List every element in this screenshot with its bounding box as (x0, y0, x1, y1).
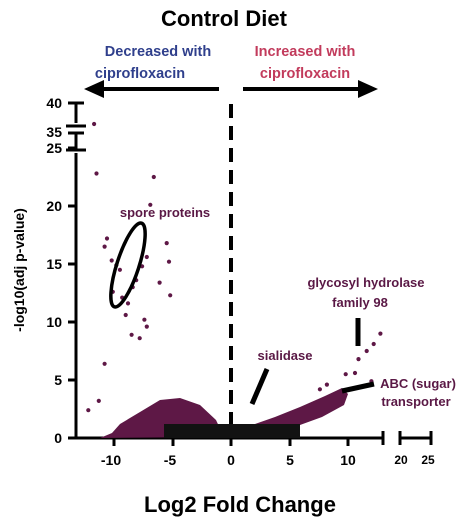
data-point-25 (102, 361, 107, 366)
increased-arrow (243, 80, 378, 98)
sialidase-pointer (249, 368, 270, 405)
annotation-abc-transporter-line1: ABC (sugar) (380, 376, 456, 391)
x-tick-neg5: -5 (164, 452, 177, 468)
annotation-glycosyl-hydrolase-line2: family 98 (332, 295, 388, 310)
annotation-glycosyl-hydrolase-line1: glycosyl hydrolase (307, 275, 424, 290)
decreased-label-line2: ciprofloxacin (95, 66, 185, 82)
y-tick-0: 0 (54, 430, 62, 446)
data-point-28 (356, 357, 361, 362)
data-point-14 (123, 312, 128, 318)
x-tick-10: 10 (340, 452, 356, 468)
annotation-sialidase: sialidase (258, 348, 313, 363)
data-point-4 (109, 258, 114, 263)
x-tick-neg10: -10 (101, 452, 121, 468)
y-tick-15: 15 (46, 256, 62, 272)
data-point-30 (371, 341, 376, 347)
baseline-points (164, 424, 300, 438)
y-axis-label: -log10(adj p-value) (11, 208, 27, 332)
data-point-35 (364, 348, 369, 354)
decreased-arrow (84, 80, 219, 98)
data-points (86, 121, 383, 413)
data-point-34 (317, 387, 322, 392)
data-point-13 (144, 254, 149, 260)
data-point-27 (86, 408, 91, 413)
x-tick-0: 0 (227, 452, 235, 468)
x-tick-25: 25 (421, 453, 435, 467)
y-tick-40: 40 (46, 95, 62, 111)
data-point-33 (324, 382, 329, 387)
data-point-2 (104, 236, 110, 241)
data-point-18 (137, 336, 142, 341)
spore-proteins-ellipse (109, 221, 147, 309)
y-tick-35: 35 (46, 124, 62, 140)
data-point-32 (343, 372, 348, 377)
decreased-label-line1: Decreased with (105, 44, 211, 60)
annotation-abc-transporter-line2: transporter (381, 394, 450, 409)
data-point-29 (352, 370, 358, 376)
data-point-26 (96, 398, 101, 403)
data-point-31 (378, 331, 383, 336)
increased-label-line2: ciprofloxacin (260, 66, 350, 82)
y-tick-25: 25 (46, 140, 62, 156)
y-tick-5: 5 (54, 372, 62, 388)
abc-transporter-pointer (341, 381, 375, 394)
x-tick-20: 20 (394, 453, 408, 467)
data-point-15 (142, 317, 147, 322)
data-point-3 (102, 244, 107, 249)
data-point-16 (144, 324, 149, 329)
increased-label-line1: Increased with (255, 44, 356, 60)
data-point-17 (129, 332, 134, 337)
data-point-21 (164, 241, 169, 246)
data-point-9 (125, 301, 131, 306)
data-point-23 (157, 280, 162, 285)
data-point-24 (168, 293, 173, 298)
data-point-20 (148, 202, 153, 207)
y-axis (66, 101, 86, 440)
x-axis-label: Log2 Fold Change (144, 492, 336, 517)
chart-title: Control Diet (161, 6, 288, 31)
y-tick-20: 20 (46, 198, 62, 214)
data-point-6 (117, 267, 122, 272)
x-tick-5: 5 (286, 452, 294, 468)
data-point-19 (151, 174, 156, 180)
data-point-1 (94, 171, 99, 176)
data-point-22 (166, 259, 172, 264)
y-tick-10: 10 (46, 314, 62, 330)
annotation-spore-proteins: spore proteins (120, 205, 210, 220)
data-point-0 (92, 121, 97, 127)
